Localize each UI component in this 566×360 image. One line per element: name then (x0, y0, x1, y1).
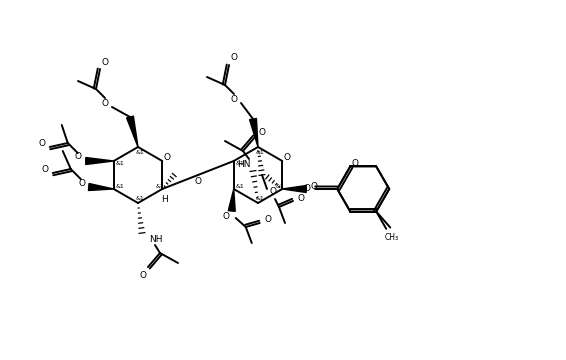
Text: O: O (164, 153, 171, 162)
Polygon shape (228, 189, 235, 211)
Text: O: O (101, 99, 109, 108)
Polygon shape (250, 118, 258, 147)
Text: O: O (38, 139, 45, 148)
Text: &1: &1 (115, 184, 125, 189)
Text: O: O (101, 58, 109, 67)
Text: HN: HN (237, 159, 251, 168)
Text: &1: &1 (115, 161, 125, 166)
Text: &1: &1 (156, 184, 164, 189)
Text: NH: NH (149, 235, 163, 244)
Text: O: O (351, 159, 359, 168)
Text: O: O (74, 152, 82, 161)
Text: &1: &1 (136, 195, 144, 201)
Text: O: O (264, 215, 271, 224)
Text: O: O (311, 181, 318, 190)
Text: &1: &1 (256, 195, 264, 201)
Polygon shape (127, 116, 138, 147)
Text: O: O (269, 186, 277, 195)
Text: O: O (298, 194, 305, 202)
Text: O: O (139, 270, 147, 279)
Text: O: O (222, 212, 229, 220)
Text: O: O (230, 53, 238, 62)
Text: O: O (230, 95, 238, 104)
Polygon shape (282, 185, 306, 193)
Text: &1: &1 (256, 149, 264, 154)
Text: &1: &1 (136, 149, 144, 154)
Text: O: O (195, 176, 201, 185)
Text: &1: &1 (276, 184, 284, 189)
Text: H: H (161, 194, 168, 203)
Text: &1: &1 (235, 184, 245, 189)
Text: O: O (259, 127, 265, 136)
Polygon shape (86, 158, 114, 165)
Text: CH₃: CH₃ (384, 233, 398, 242)
Polygon shape (88, 184, 114, 190)
Text: O: O (304, 184, 311, 193)
Text: O: O (41, 165, 48, 174)
Text: &1: &1 (235, 161, 245, 166)
Text: O: O (284, 153, 291, 162)
Text: O: O (78, 179, 85, 188)
